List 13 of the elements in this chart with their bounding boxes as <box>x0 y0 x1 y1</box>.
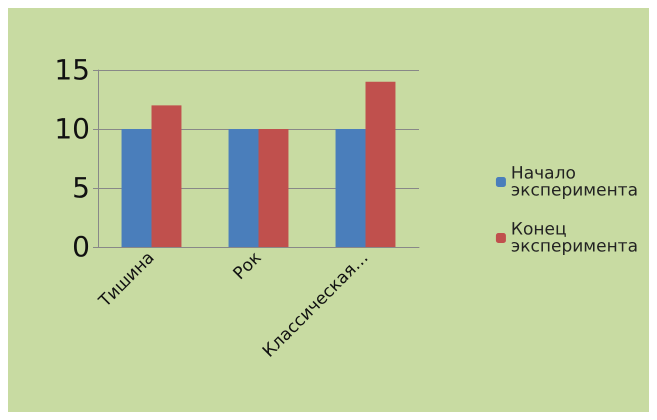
bar <box>122 129 152 247</box>
bar <box>228 129 258 247</box>
legend-label: Начало эксперимента <box>510 164 638 200</box>
bar <box>336 129 366 247</box>
x-tick-label: Рок <box>230 248 266 284</box>
bar <box>152 105 182 247</box>
y-tick-label: 5 <box>72 172 90 204</box>
y-tick-label: 10 <box>54 112 90 146</box>
legend-label: Конец эксперимента <box>510 220 638 256</box>
y-tick-label: 15 <box>54 54 90 86</box>
bar <box>366 82 396 247</box>
bar <box>258 129 288 247</box>
y-tick-label: 0 <box>72 230 90 264</box>
